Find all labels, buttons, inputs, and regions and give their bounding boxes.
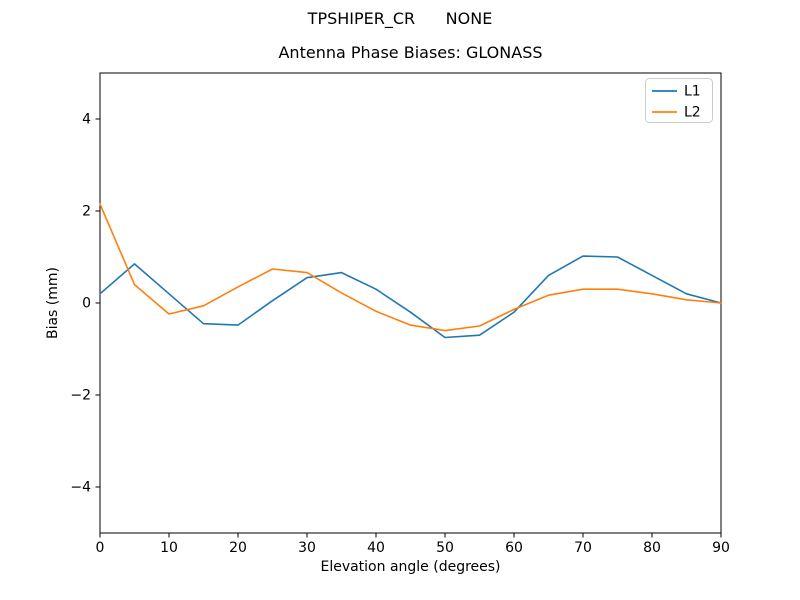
- y-tick-label: −2: [70, 388, 91, 404]
- y-tick-label: 0: [82, 296, 91, 312]
- x-tick-label: 0: [96, 540, 105, 556]
- x-axis-label: Elevation angle (degrees): [320, 559, 500, 575]
- axes-title: Antenna Phase Biases: GLONASS: [278, 43, 543, 62]
- figure-title: TPSHIPER_CR NONE: [307, 9, 493, 28]
- y-tick-label: 4: [82, 112, 91, 128]
- axes-spines: [99, 72, 722, 534]
- x-tick-label: 80: [643, 540, 661, 556]
- series-lines: [99, 203, 722, 339]
- legend-label-l2: L2: [684, 105, 701, 121]
- x-tick-label: 20: [229, 540, 247, 556]
- x-tick-label: 90: [712, 540, 730, 556]
- series-line-l1: [99, 255, 722, 339]
- plot-frame: [99, 72, 722, 534]
- y-tick-label: −4: [70, 480, 91, 496]
- x-tick-label: 30: [298, 540, 316, 556]
- x-axis-ticks: 0 10 20 30 40 50 60 70 80 90: [96, 533, 730, 556]
- legend: L1 L2: [645, 78, 713, 123]
- y-axis-ticks: −4 −2 0 2 4: [70, 112, 100, 496]
- x-tick-label: 60: [505, 540, 523, 556]
- y-tick-label: 2: [82, 204, 91, 220]
- y-axis-label: Bias (mm): [45, 267, 61, 339]
- x-tick-label: 50: [436, 540, 454, 556]
- x-tick-label: 70: [574, 540, 592, 556]
- legend-label-l1: L1: [684, 84, 701, 100]
- x-tick-label: 40: [367, 540, 385, 556]
- series-line-l2: [99, 203, 722, 332]
- x-tick-label: 10: [160, 540, 178, 556]
- legend-box: [645, 78, 713, 123]
